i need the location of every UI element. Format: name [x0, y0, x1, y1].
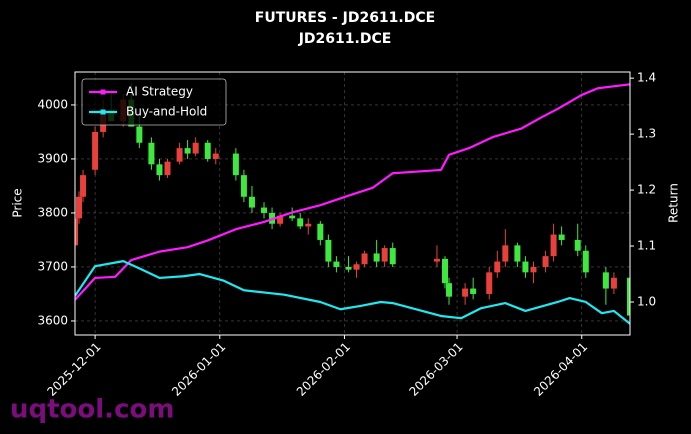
candle-body	[184, 148, 191, 154]
candle-body	[333, 261, 340, 267]
legend-marker	[100, 89, 106, 95]
candle-body	[514, 245, 521, 262]
candle-body	[442, 258, 448, 284]
candle-body	[486, 272, 493, 294]
candle-body	[446, 283, 453, 297]
chart-subtitle: JD2611.DCE	[298, 31, 392, 47]
candle-body	[156, 164, 163, 176]
y2-axis-label: Return	[667, 183, 681, 223]
candle-body	[240, 175, 247, 197]
candle-body	[389, 248, 396, 265]
candle-body	[502, 245, 509, 262]
y-tick-label: 3600	[37, 313, 68, 327]
y-tick-label: 4000	[37, 97, 68, 111]
candle-body	[550, 234, 557, 257]
candle-body	[558, 234, 565, 240]
legend-label: AI Strategy	[126, 85, 193, 99]
candle-body	[610, 277, 617, 289]
return-line	[75, 260, 630, 325]
y-axis-label: Price	[11, 188, 25, 217]
candle-body	[80, 175, 87, 197]
candle-body	[232, 153, 239, 176]
plot-frame	[74, 71, 631, 336]
candle-body	[261, 207, 268, 213]
legend-label: Buy-and-Hold	[126, 105, 207, 119]
candle-body	[289, 215, 296, 219]
candle-body	[212, 153, 219, 159]
x-tick-label: 2026-04-01	[531, 340, 590, 399]
y-tick-label: 3900	[37, 151, 68, 165]
y-tick-label: 3700	[37, 259, 68, 273]
candle-body	[574, 239, 581, 251]
x-tick-label: 2026-01-01	[169, 340, 228, 399]
candle-body	[248, 196, 255, 208]
candle-body	[522, 261, 529, 273]
x-tick-label: 2026-02-01	[294, 340, 353, 399]
candle-body	[317, 223, 324, 240]
candle-body	[325, 239, 332, 262]
candle-body	[277, 215, 284, 224]
legend-box	[81, 78, 227, 126]
y-tick-label: 3800	[37, 205, 68, 219]
candle-body	[204, 142, 211, 159]
candle-body	[627, 277, 630, 316]
candle-body	[373, 253, 380, 262]
candle-body	[297, 218, 304, 227]
grid	[75, 72, 630, 335]
candle-body	[92, 131, 99, 170]
legend: AI Strategy Buy-and-Hold	[81, 78, 227, 126]
candle-body	[530, 266, 537, 273]
legend-marker	[100, 109, 106, 115]
candle-body	[381, 248, 388, 262]
candle-body	[176, 148, 183, 162]
x-tick-label: 2026-03-01	[406, 340, 465, 399]
candle-body	[602, 272, 609, 289]
candle-body	[136, 126, 143, 143]
candle-body	[542, 256, 549, 267]
y2-tick-label: 1.0	[637, 294, 656, 308]
candle-body	[75, 218, 78, 246]
y2-tick-label: 1.2	[637, 183, 656, 197]
candle-body	[494, 261, 501, 273]
candle-body	[470, 288, 477, 294]
chart-title: FUTURES - JD2611.DCE	[255, 10, 435, 26]
candle-body	[361, 253, 368, 265]
candle-body	[148, 142, 155, 165]
candle-body	[462, 288, 469, 297]
candle-body	[353, 264, 360, 270]
candle-body	[345, 266, 352, 270]
candle-body	[433, 258, 440, 262]
y2-tick-label: 1.4	[637, 71, 656, 85]
y2-tick-label: 1.3	[637, 127, 656, 141]
watermark: uqtool.com	[10, 395, 174, 425]
return-line	[75, 83, 630, 301]
candle-body	[305, 223, 312, 227]
candle-body	[76, 196, 83, 219]
x-tick-label: 2025-12-01	[44, 340, 103, 399]
y2-tick-label: 1.1	[637, 239, 656, 253]
candle-body	[582, 250, 589, 273]
candle-body	[192, 142, 199, 154]
candle-body	[164, 161, 171, 176]
